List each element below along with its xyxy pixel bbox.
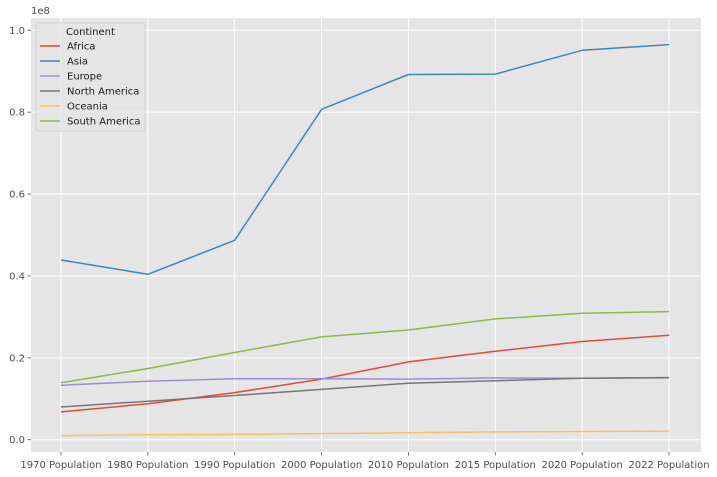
legend-title: Continent: [66, 27, 115, 38]
y-tick-label: 0.8: [9, 108, 25, 119]
legend-item-asia[interactable]: Asia: [40, 57, 88, 68]
legend-label: Europe: [67, 72, 102, 83]
x-tick-label: 2010 Population: [368, 460, 449, 471]
series-line-north-america: [60, 376, 670, 408]
legend-item-africa[interactable]: Africa: [40, 42, 96, 53]
x-tick-label: 2000 Population: [281, 460, 362, 471]
x-tick-label: 1980 Population: [107, 460, 188, 471]
series-line-africa: [60, 334, 670, 413]
legend-item-oceania[interactable]: Oceania: [40, 102, 108, 113]
series-line-asia: [60, 43, 670, 276]
y-tick-label: 0.0: [9, 435, 25, 446]
grid-lines: [31, 18, 701, 452]
y-tick-label: 0.4: [9, 271, 25, 282]
legend-item-south-america[interactable]: South America: [40, 117, 141, 128]
x-tick-label: 2015 Population: [455, 460, 536, 471]
x-tick-label: 1990 Population: [194, 460, 275, 471]
legend-item-europe[interactable]: Europe: [40, 72, 102, 83]
series-lines: [60, 43, 670, 437]
legend-label: North America: [67, 87, 139, 98]
y-tick-label: 0.2: [9, 353, 25, 364]
legend[interactable]: Continent Africa Asia Europe North America O…: [35, 22, 146, 132]
series-line-south-america: [60, 310, 670, 384]
y-tick-label: 1.0: [9, 26, 25, 37]
y-axis: 0.0 0.2 0.4 0.6 0.8 1.0: [9, 26, 31, 446]
legend-box: [35, 22, 146, 132]
x-axis: 1970 Population 1980 Population 1990 Popul…: [20, 452, 710, 471]
series-line-oceania: [60, 430, 670, 437]
legend-item-north-america[interactable]: North America: [40, 87, 139, 98]
legend-label: Oceania: [67, 102, 108, 113]
legend-label: South America: [67, 117, 141, 128]
y-offset-label: 1e8: [31, 6, 50, 17]
legend-label: Asia: [67, 57, 88, 68]
x-tick-label: 2022 Population: [628, 460, 709, 471]
legend-label: Africa: [67, 42, 96, 53]
x-tick-label: 1970 Population: [20, 460, 101, 471]
y-tick-label: 0.6: [9, 190, 25, 201]
x-tick-label: 2020 Population: [542, 460, 623, 471]
